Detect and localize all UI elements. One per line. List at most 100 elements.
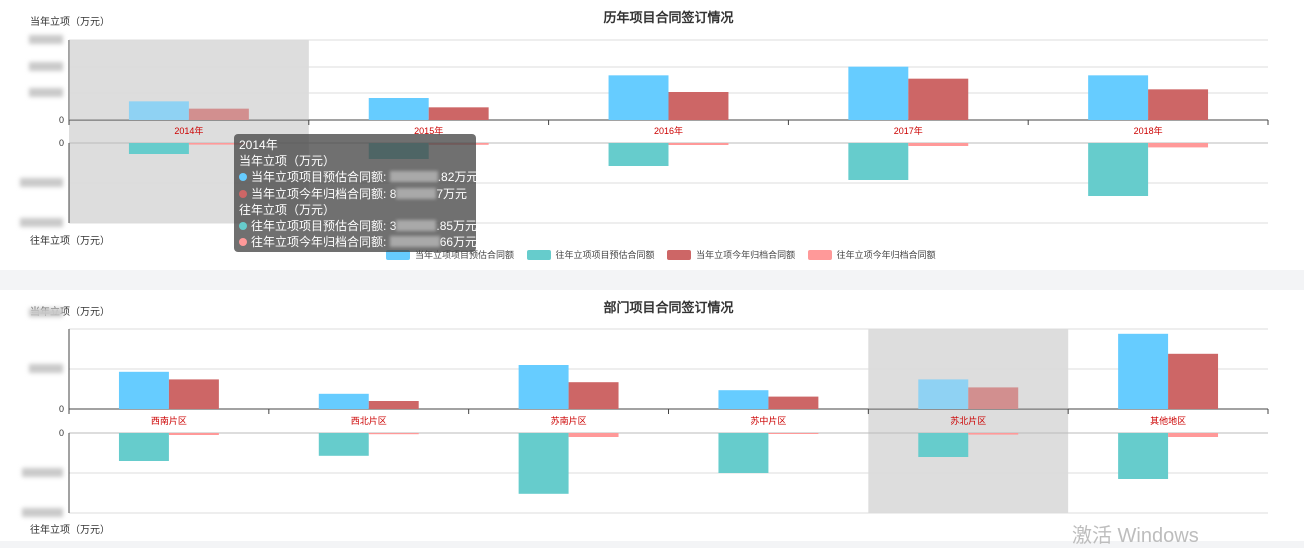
bar-current-archive [428,107,489,120]
bar-current-est [1118,333,1169,409]
redacted-tick-label [20,218,63,227]
bottom-axis-label: 往年立项（万元） [30,234,110,247]
category-label: 苏南片区 [551,415,587,426]
bar-current-archive [188,108,249,120]
bar-current-archive [568,382,619,409]
bar-previous-est [318,433,369,456]
bar-previous-est [128,143,189,154]
bar-previous-archive [968,433,1019,435]
bar-current-est [718,390,769,409]
bar-current-est [608,75,669,120]
category-label: 2014年 [174,125,203,136]
legend-swatch [386,250,410,260]
category-label: 2016年 [654,125,683,136]
bar-previous-archive [368,433,419,435]
bar-previous-est [608,143,669,166]
redacted-tick-label [29,35,63,44]
bar-previous-est [1118,433,1169,479]
bar-current-est [518,365,569,409]
highlight-band [868,329,1069,513]
bar-previous-archive [768,433,819,434]
redacted-value [396,220,437,232]
bar-previous-est [848,143,909,180]
bar-current-est [118,371,169,409]
bar-previous-archive [1168,433,1219,437]
tooltip-previous-est-row: 往年立项项目预估合同额: 3 .85万元 [239,218,478,234]
legend-item-current-est[interactable]: 当年立项项目预估合同额 [386,248,514,261]
tooltip-value-suffix: .85万元 [436,219,478,234]
legend-item-current-archive[interactable]: 当年立项今年归档合同额 [667,248,795,261]
bottom-tick-label: 0 [59,428,64,438]
bar-current-archive [168,379,219,409]
bar-previous-est [518,433,569,494]
bar-current-est [318,393,369,409]
legend-label: 当年立项今年归档合同额 [696,250,796,260]
chart-title: 部门项目合同签订情况 [603,300,733,315]
redacted-tick-label [29,364,63,373]
bar-previous-archive [1148,143,1209,148]
bar-current-archive [908,78,969,120]
bar-previous-archive [168,433,219,435]
legend-item-previous-archive[interactable]: 往年立项今年归档合同额 [807,248,936,261]
bar-current-est [128,101,189,120]
legend-swatch [526,250,551,260]
history-contract-panel: 历年项目合同签订情况 当年立项（万元） 往年立项（万元） 0 0 2014年 2015年 20… [0,0,1304,270]
tooltip-value-prefix: 8 [389,186,397,201]
legend-item-previous-est[interactable]: 往年立项项目预估合同额 [526,248,655,261]
category-label: 其他地区 [1150,415,1186,426]
highlight-overlay [868,329,1069,409]
chart-tooltip: 2014年 当年立项（万元） 当年立项项目预估合同额: .82万元 当年立项今年… [234,134,478,252]
bar-current-archive [368,401,419,409]
series-dot-icon [239,222,247,231]
series-dot-icon [239,173,247,182]
bar-previous-est [1088,143,1149,196]
redacted-tick-label [29,88,63,97]
chart-title: 历年项目合同签订情况 [603,10,733,25]
bar-previous-archive [188,143,249,145]
tooltip-current-est-row: 当年立项项目预估合同额: .82万元 [239,169,478,185]
top-tick-label: 0 [59,115,64,125]
tooltip-label: 往年立项今年归档合同额: [251,235,387,250]
redacted-tick-label [29,308,63,317]
tooltip-label: 当年立项今年归档合同额: [251,186,387,201]
tooltip-label: 当年立项项目预估合同额: [251,170,387,185]
redacted-value [396,187,437,199]
category-label: 西南片区 [151,415,187,426]
redacted-tick-label [22,468,63,477]
tooltip-value-suffix: 66万元 [439,235,478,250]
legend-label: 当年立项项目预估合同额 [415,250,515,260]
bar-current-est [848,66,909,120]
department-contract-panel: 部门项目合同签订情况 当年立项（万元） 往年立项（万元） 0 0 西南片区 西北片区 苏南片区… [0,290,1304,541]
category-label: 2015年 [414,125,443,136]
redacted-value [389,171,438,183]
legend-label: 往年立项项目预估合同额 [555,250,655,260]
tooltip-previous-group: 往年立项（万元） [239,202,336,217]
redacted-tick-label [29,62,63,71]
category-label: 西北片区 [351,415,387,426]
bar-previous-est [118,433,169,461]
bar-previous-archive [668,143,729,145]
windows-activation-watermark: 激活 Windows [1072,525,1199,547]
tooltip-current-group: 当年立项（万元） [239,154,336,169]
category-label: 2017年 [894,125,923,136]
category-label: 2018年 [1134,125,1163,136]
highlight-overlay [69,40,309,120]
tooltip-value-suffix: 7万元 [436,186,468,201]
tooltip-value-prefix: 3 [389,219,397,234]
chart-legend: 当年立项项目预估合同额 往年立项项目预估合同额 当年立项今年归档合同额 往年立项… [386,248,946,261]
bottom-tick-label: 0 [59,138,64,148]
bar-current-archive [1168,353,1219,409]
legend-swatch [807,250,832,260]
bar-current-est [368,98,429,120]
redacted-tick-label [22,508,63,517]
tooltip-header: 2014年 [239,138,278,152]
tooltip-label: 往年立项项目预估合同额: [251,219,387,234]
bar-previous-archive [908,143,969,146]
top-axis-label: 当年立项（万元） [30,15,110,28]
tooltip-current-archive-row: 当年立项今年归档合同额: 8 7万元 [239,186,476,202]
legend-swatch [667,250,692,260]
redacted-value [389,236,440,248]
bar-current-archive [1148,89,1209,120]
